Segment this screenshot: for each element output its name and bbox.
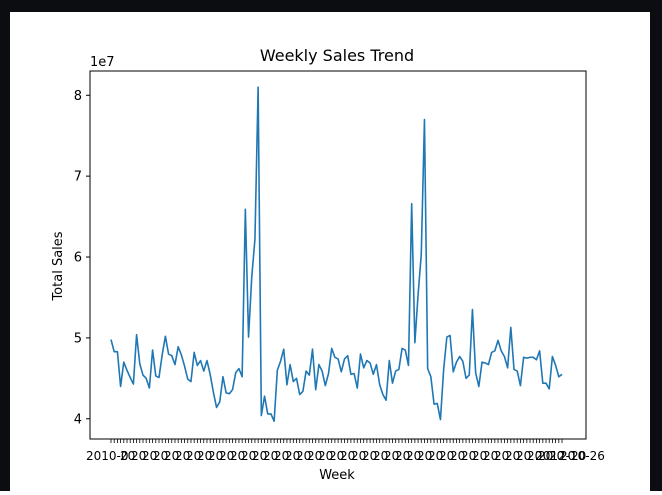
x-tick-label: 20 — [494, 449, 509, 463]
series-line — [110, 86, 563, 423]
x-tick-label: 20 — [164, 449, 179, 463]
x-tick-label: 20 — [252, 449, 267, 463]
x-tick-label: 20 — [131, 449, 146, 463]
x-tick-label: 20 — [175, 449, 190, 463]
x-axis-label: Week — [319, 468, 355, 483]
y-tick-label: 8 — [74, 89, 82, 104]
x-tick-label: 20 — [318, 449, 333, 463]
y-offset-label: 1e7 — [90, 55, 115, 70]
x-tick-label: 20 — [307, 449, 322, 463]
y-axis-ticks: 4 5 6 7 8 — [74, 89, 90, 427]
x-tick-label: 20 — [296, 449, 311, 463]
line-chart: Weekly Sales Trend 1e7 Total Sales Week … — [51, 46, 605, 483]
window-frame-top — [0, 0, 662, 12]
x-tick-label: 20 — [549, 449, 564, 463]
x-tick-label: 20 — [461, 449, 476, 463]
x-tick-label: 20 — [516, 449, 531, 463]
axes-frame — [89, 70, 587, 440]
x-tick-label: 20 — [450, 449, 465, 463]
x-tick-label: 20 — [384, 449, 399, 463]
chart-title: Weekly Sales Trend — [260, 46, 414, 65]
x-tick-label: 20 — [153, 449, 168, 463]
x-tick-label: 20 — [186, 449, 201, 463]
x-tick-label: 20 — [439, 449, 454, 463]
y-tick-label: 4 — [74, 412, 82, 427]
x-tick-label: 20 — [219, 449, 234, 463]
x-tick-label: 20 — [285, 449, 300, 463]
x-tick-label: 20 — [373, 449, 388, 463]
x-tick-label: 20 — [208, 449, 223, 463]
x-tick-label: 20 — [120, 449, 135, 463]
x-tick-label: 20 — [340, 449, 355, 463]
x-tick-label: 20 — [142, 449, 157, 463]
x-tick-label: 20 — [417, 449, 432, 463]
x-tick-label: 20 — [505, 449, 520, 463]
series-layer — [110, 86, 563, 423]
x-tick-label: 20 — [241, 449, 256, 463]
y-axis-label: Total Sales — [51, 231, 66, 301]
chart-canvas: Weekly Sales Trend 1e7 Total Sales Week … — [10, 12, 650, 491]
x-tick-label: 20 — [472, 449, 487, 463]
x-tick-label: 20 — [362, 449, 377, 463]
x-tick-label: 20 — [395, 449, 410, 463]
x-tick-label-left: 2010-0 — [86, 449, 129, 463]
x-tick-label: 20 — [483, 449, 498, 463]
x-tick-label: 20 — [527, 449, 542, 463]
x-tick-label: 20 — [351, 449, 366, 463]
window-frame-left — [0, 0, 10, 491]
x-tick-label: 20 — [263, 449, 278, 463]
x-tick-label: 20 — [571, 449, 586, 463]
x-tick-label: 20 — [560, 449, 575, 463]
x-tick-label: 20 — [274, 449, 289, 463]
x-tick-label: 20 — [538, 449, 553, 463]
window-frame-right — [650, 0, 662, 491]
y-tick-label: 7 — [74, 170, 82, 185]
x-tick-label: 20 — [406, 449, 421, 463]
y-tick-label: 5 — [74, 331, 82, 346]
x-tick-label: 20 — [230, 449, 245, 463]
x-tick-label: 20 — [197, 449, 212, 463]
x-tick-label-right: 2012-10-26 — [535, 449, 605, 463]
x-axis-ticks: 2020202020202020202020202020202020202020… — [110, 439, 586, 463]
x-tick-label: 20 — [428, 449, 443, 463]
x-tick-label: 20 — [329, 449, 344, 463]
y-tick-label: 6 — [74, 251, 82, 266]
